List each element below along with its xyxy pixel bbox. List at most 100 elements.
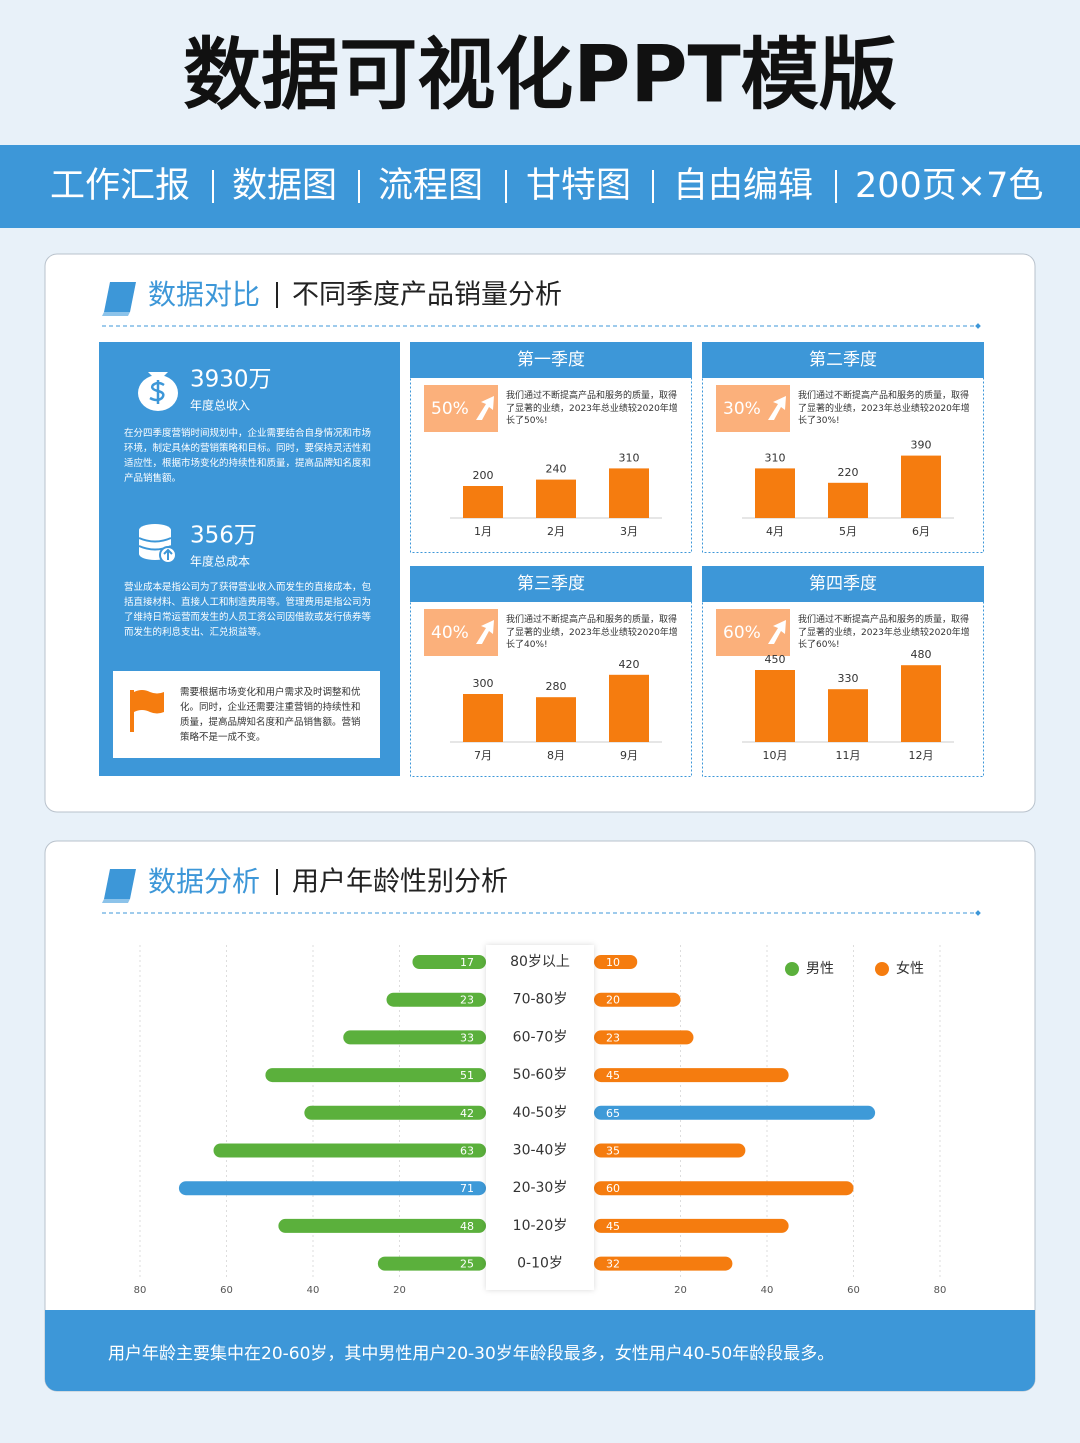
x-tick-label: 60 bbox=[220, 1285, 233, 1296]
value-label: 17 bbox=[460, 956, 474, 969]
quarter-title: 第一季度 bbox=[517, 350, 585, 370]
bar bbox=[412, 955, 486, 969]
x-tick-label: 40 bbox=[761, 1285, 774, 1296]
value-label: 71 bbox=[460, 1182, 474, 1195]
quarter-text: 我们通过不断提高产品和服务的质量，取得了显著的业绩，2023年总业绩较2020年… bbox=[798, 615, 970, 650]
value-label: 51 bbox=[460, 1069, 474, 1082]
quarter-text: 我们通过不断提高产品和服务的质量，取得了显著的业绩，2023年总业绩较2020年… bbox=[798, 391, 970, 426]
arrow-icon bbox=[476, 620, 494, 644]
value-label: 220 bbox=[838, 466, 859, 479]
quarter-title: 第三季度 bbox=[517, 574, 585, 594]
value-label: 32 bbox=[606, 1258, 620, 1271]
value-label: 330 bbox=[838, 672, 859, 685]
divider-end bbox=[975, 323, 981, 329]
badge-text: 40% bbox=[431, 623, 469, 643]
x-tick-label: 80 bbox=[134, 1285, 147, 1296]
bar bbox=[343, 1030, 486, 1045]
stat-label: 年度总成本 bbox=[190, 554, 250, 569]
value-label: 420 bbox=[619, 658, 640, 671]
value-label: 45 bbox=[606, 1220, 620, 1233]
badge-text: 60% bbox=[723, 623, 761, 643]
category-label: 10-20岁 bbox=[513, 1218, 568, 1234]
bar bbox=[609, 674, 649, 742]
badge-text: 30% bbox=[723, 399, 761, 419]
x-tick-label: 20 bbox=[674, 1285, 687, 1296]
legend-label: 男性 bbox=[806, 961, 834, 977]
tag-band bbox=[0, 145, 1080, 228]
footer-band bbox=[45, 1310, 1035, 1391]
bar bbox=[828, 689, 868, 742]
section-heading: 数据对比 bbox=[148, 278, 260, 311]
bar bbox=[901, 665, 941, 742]
tag: 工作汇报 bbox=[50, 166, 190, 206]
tag: 甘特图 bbox=[526, 166, 631, 206]
x-tick-label: 10月 bbox=[763, 749, 788, 762]
value-label: 390 bbox=[911, 439, 932, 452]
bar bbox=[463, 694, 503, 742]
x-tick-label: 12月 bbox=[909, 749, 934, 762]
x-tick-label: 60 bbox=[847, 1285, 860, 1296]
quarter-title: 第四季度 bbox=[809, 574, 877, 594]
quarter-text: 我们通过不断提高产品和服务的质量，取得了显著的业绩，2023年总业绩较2020年… bbox=[506, 615, 678, 650]
bar bbox=[828, 482, 868, 518]
bar bbox=[594, 955, 638, 969]
bar bbox=[755, 670, 795, 742]
x-tick-label: 4月 bbox=[766, 525, 784, 538]
bar bbox=[594, 1068, 789, 1083]
bar bbox=[178, 1181, 487, 1196]
bar bbox=[594, 1030, 694, 1045]
x-tick-label: 6月 bbox=[912, 525, 930, 538]
tag: 流程图 bbox=[378, 166, 483, 206]
value-label: 20 bbox=[606, 994, 620, 1007]
value-label: 63 bbox=[460, 1145, 474, 1158]
value-label: 310 bbox=[765, 451, 786, 464]
bar bbox=[213, 1143, 486, 1158]
category-label: 0-10岁 bbox=[517, 1256, 563, 1272]
arrow-icon bbox=[768, 620, 786, 644]
bar bbox=[536, 479, 576, 518]
legend-marker bbox=[785, 962, 799, 976]
heading-icon bbox=[102, 869, 136, 903]
x-tick-label: 8月 bbox=[547, 749, 565, 762]
arrow-icon bbox=[476, 396, 494, 420]
bar bbox=[594, 992, 681, 1007]
bar bbox=[755, 468, 795, 518]
legend-marker bbox=[875, 962, 889, 976]
bar bbox=[594, 1105, 876, 1120]
value-label: 65 bbox=[606, 1107, 620, 1120]
category-label: 30-40岁 bbox=[513, 1143, 568, 1159]
tag: 数据图 bbox=[232, 166, 337, 206]
quarter-header bbox=[702, 566, 984, 602]
bar bbox=[278, 1218, 486, 1233]
bar bbox=[463, 486, 503, 518]
bar bbox=[304, 1105, 486, 1120]
page-title: 数据可视化PPT模版 bbox=[183, 30, 897, 120]
value-label: 35 bbox=[606, 1145, 620, 1158]
category-label: 60-70岁 bbox=[513, 1029, 568, 1045]
value-label: 45 bbox=[606, 1069, 620, 1082]
category-label: 70-80岁 bbox=[513, 992, 568, 1008]
value-label: 60 bbox=[606, 1182, 620, 1195]
value-label: 480 bbox=[911, 648, 932, 661]
value-label: 310 bbox=[619, 451, 640, 464]
x-tick-label: 5月 bbox=[839, 525, 857, 538]
category-label: 20-30岁 bbox=[513, 1180, 568, 1196]
stat-text: 在分四季度营销时间规划中，企业需要结合自身情况和市场环境，制定具体的营销策略和目… bbox=[124, 428, 372, 484]
divider-end bbox=[975, 910, 981, 916]
tag: 200页×7色 bbox=[855, 166, 1043, 206]
category-label: 80岁以上 bbox=[510, 954, 570, 970]
section-subheading: 用户年龄性别分析 bbox=[292, 867, 508, 898]
heading-icon bbox=[102, 282, 136, 316]
category-label: 40-50岁 bbox=[513, 1105, 568, 1121]
value-label: 300 bbox=[473, 677, 494, 690]
quarter-header bbox=[410, 342, 692, 378]
value-label: 42 bbox=[460, 1107, 474, 1120]
section-subheading: 不同季度产品销量分析 bbox=[292, 280, 562, 311]
stat-text: 营业成本是指公司为了获得营业收入而发生的直接成本，包括直接材料、直接人工和制造费… bbox=[124, 582, 372, 638]
value-label: 450 bbox=[765, 653, 786, 666]
value-label: 10 bbox=[606, 956, 620, 969]
value-label: 200 bbox=[473, 469, 494, 482]
bar bbox=[594, 1218, 789, 1233]
